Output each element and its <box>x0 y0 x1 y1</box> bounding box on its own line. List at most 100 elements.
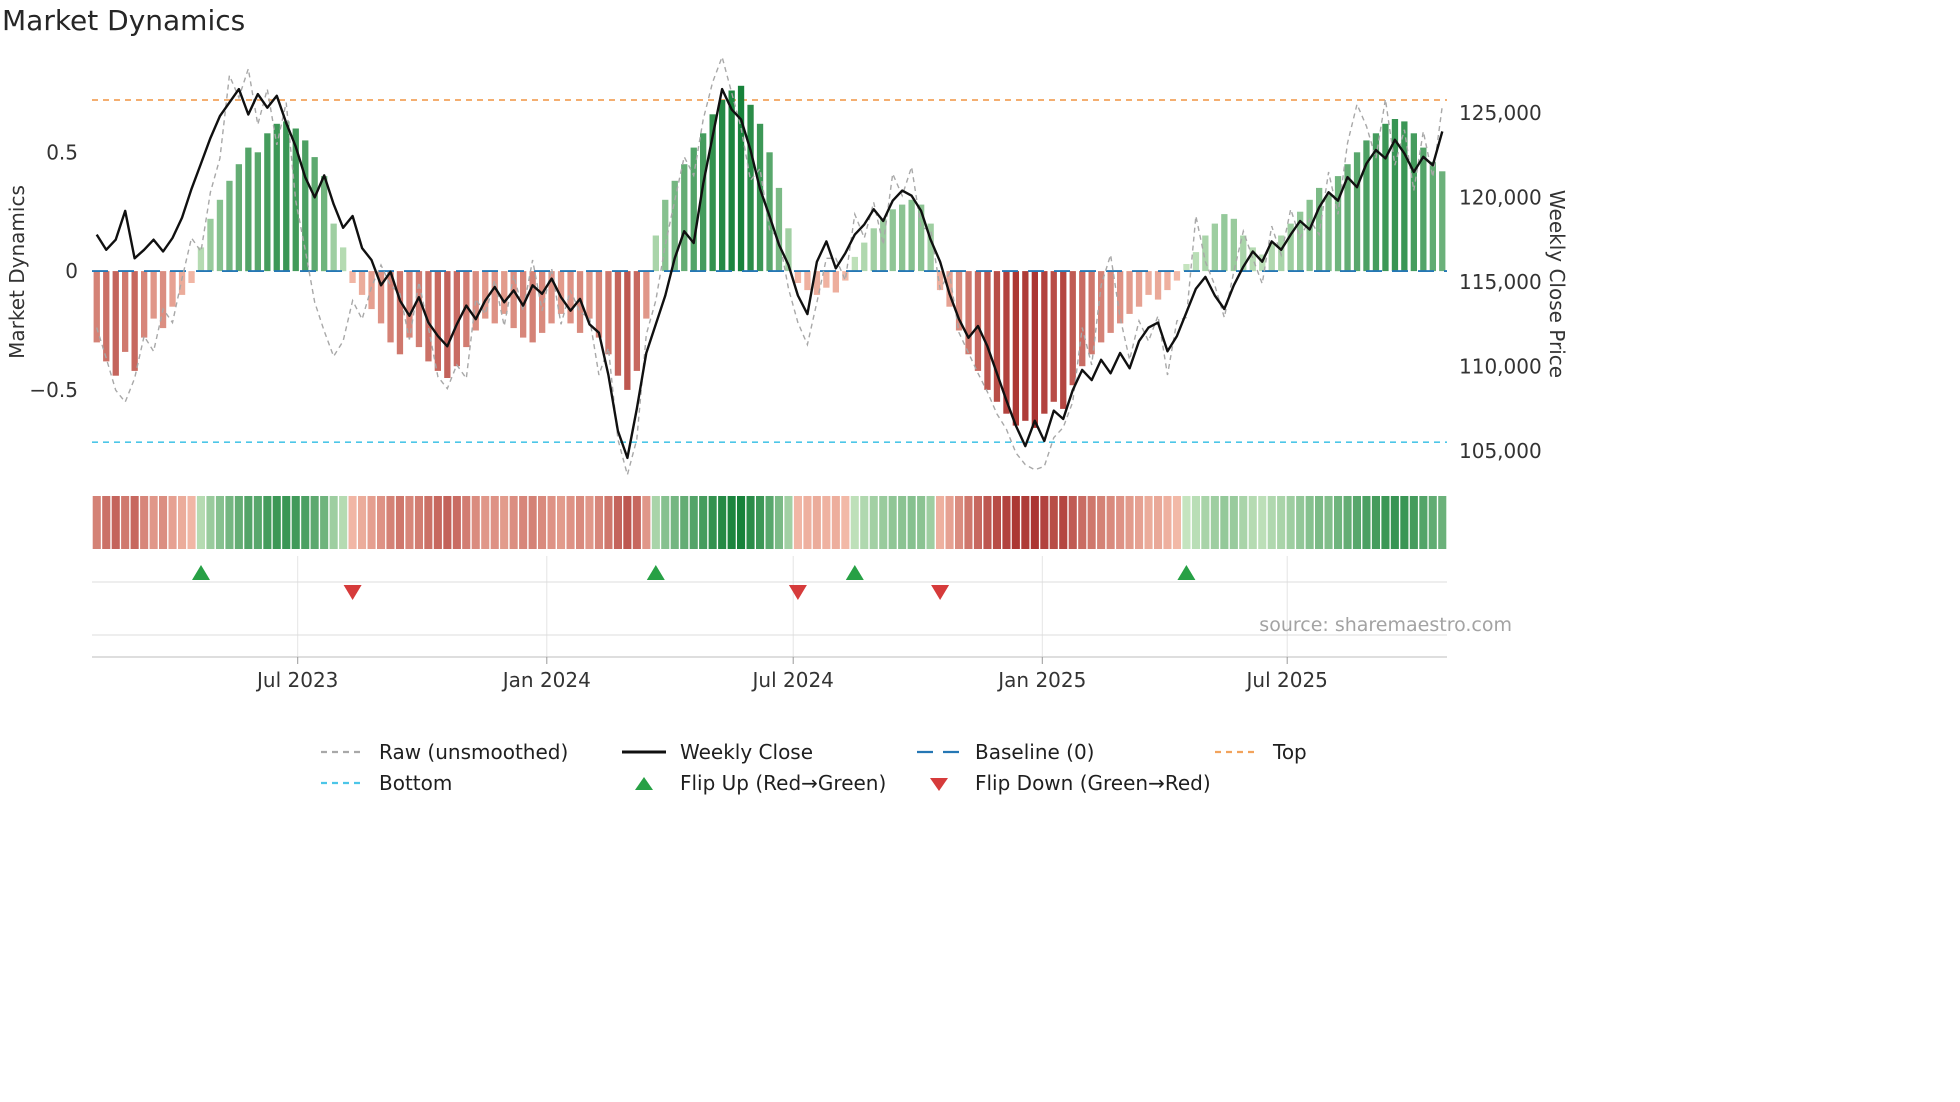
flip-down-marker <box>788 585 807 600</box>
oscillator-bar <box>207 218 214 272</box>
heat-cell <box>196 496 205 549</box>
oscillator-bar <box>908 199 915 272</box>
oscillator-bar <box>1439 171 1446 272</box>
oscillator-bar <box>823 271 830 288</box>
heat-cell <box>225 496 234 549</box>
heat-cell <box>244 496 253 549</box>
legend-label: Flip Down (Green→Red) <box>975 771 1211 795</box>
legend-item: Raw (unsmoothed) <box>319 740 568 764</box>
heat-cell <box>130 496 139 549</box>
oscillator-bar <box>681 164 688 272</box>
legend-item: Bottom <box>319 771 452 795</box>
oscillator-bar <box>1401 121 1408 272</box>
heat-cell <box>111 496 120 549</box>
heat-cell <box>1248 496 1257 549</box>
heat-cell <box>377 496 386 549</box>
heat-cell <box>1409 496 1418 549</box>
heat-cell <box>433 496 442 549</box>
x-tick-label: Jan 2025 <box>996 668 1086 692</box>
heat-cell <box>879 496 888 549</box>
oscillator-bar <box>1306 199 1313 272</box>
oscillator-bar <box>1164 271 1171 291</box>
oscillator-bar <box>1410 133 1417 272</box>
heat-cell <box>1106 496 1115 549</box>
legend-label: Flip Up (Red→Green) <box>680 771 887 795</box>
heat-cell <box>860 496 869 549</box>
oscillator-bar <box>273 123 280 272</box>
flip-down-icon <box>930 778 948 791</box>
oscillator-bar <box>387 271 394 343</box>
oscillator-bar <box>899 204 906 272</box>
heat-cell <box>557 496 566 549</box>
heat-cell <box>822 496 831 549</box>
heat-cell <box>538 496 547 549</box>
oscillator-bar <box>1126 271 1133 314</box>
heat-cell <box>604 496 613 549</box>
heat-cell <box>1030 496 1039 549</box>
oscillator-bar <box>1145 271 1152 295</box>
heat-cell <box>358 496 367 549</box>
heat-cell <box>310 496 319 549</box>
oscillator-bar <box>444 271 451 378</box>
heat-cell <box>528 496 537 549</box>
oscillator-bar <box>264 133 271 272</box>
heat-cell <box>594 496 603 549</box>
heat-cell <box>329 496 338 549</box>
chart-canvas: 0.5 0 −0.5 125,000 120,000 115,000 110,000 105,… <box>29 54 1542 692</box>
heat-cell <box>737 496 746 549</box>
oscillator-bar <box>1353 152 1361 272</box>
heat-cell <box>187 496 196 549</box>
heat-cell <box>992 496 1001 549</box>
oscillator-bar <box>501 271 508 314</box>
oscillator-bar <box>1429 161 1436 272</box>
oscillator-bar <box>1287 223 1294 272</box>
heat-cell <box>367 496 376 549</box>
heat-cell <box>1135 496 1144 549</box>
oscillator-bar <box>700 133 707 272</box>
heat-cell <box>803 496 812 549</box>
oscillator-bar <box>406 271 413 338</box>
oscillator-bar <box>482 271 489 319</box>
heat-cell <box>1097 496 1106 549</box>
heat-cell <box>348 496 357 549</box>
heat-cell <box>500 496 509 549</box>
oscillator-bar <box>1230 218 1237 272</box>
heat-cell <box>443 496 452 549</box>
right-tick-label: 105,000 <box>1459 439 1542 463</box>
oscillator-bar <box>453 271 460 367</box>
legend-item: Flip Up (Red→Green) <box>620 771 886 795</box>
heat-cell <box>898 496 907 549</box>
oscillator-bar <box>425 271 432 362</box>
heat-cell <box>756 496 765 549</box>
oscillator-bar <box>1107 271 1114 333</box>
oscillator-bar <box>747 104 754 272</box>
heat-cell <box>1258 496 1267 549</box>
oscillator-bar <box>539 271 546 333</box>
heat-cell <box>623 496 632 549</box>
heat-cell <box>1390 496 1399 549</box>
oscillator-bar <box>993 271 1001 402</box>
oscillator-bar <box>709 114 716 272</box>
oscillator-bar <box>927 223 934 272</box>
heat-cell <box>1220 496 1229 549</box>
oscillator-bar <box>936 271 944 291</box>
heat-cell <box>178 496 187 549</box>
legend-item: Weekly Close <box>620 740 813 764</box>
oscillator-bar <box>1003 271 1010 414</box>
heat-cell <box>1277 496 1286 549</box>
x-tick-label: Jan 2024 <box>501 668 591 692</box>
right-axis-title: Weekly Close Price <box>1545 189 1569 379</box>
right-tick-label: 120,000 <box>1459 185 1542 209</box>
heat-cell <box>718 496 727 549</box>
oscillator-bar <box>1050 271 1057 402</box>
heat-cell <box>414 496 423 549</box>
heat-cell <box>1419 496 1428 549</box>
oscillator-bar <box>643 271 650 319</box>
oscillator-bar <box>302 140 309 272</box>
heat-cell <box>291 496 300 549</box>
oscillator-bar <box>254 152 261 272</box>
oscillator-bar <box>1391 119 1399 272</box>
oscillator-bar <box>349 271 356 283</box>
legend-line-swatch <box>321 781 365 785</box>
